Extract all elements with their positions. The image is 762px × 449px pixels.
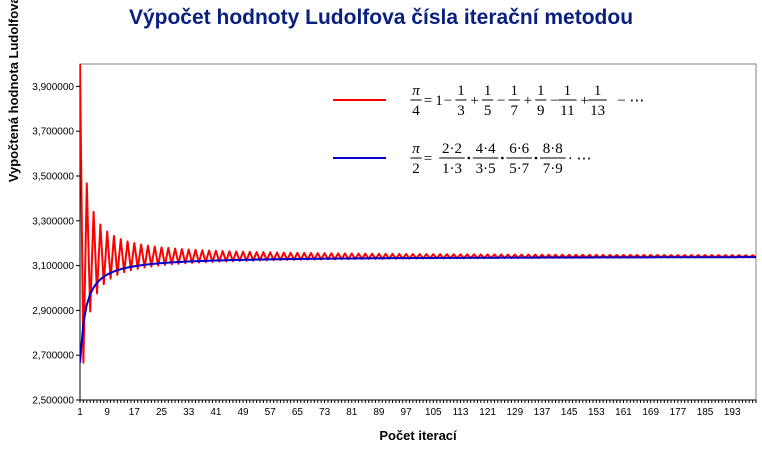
x-tick-label: 177 (670, 407, 687, 418)
x-axis: 1 9 17 25 33 41 49 57 65 73 81 89 97 105 113 121 129 137 1… (77, 399, 757, 418)
x-tick-label: 193 (724, 407, 741, 418)
series-layer (80, 64, 756, 364)
formula-dot (501, 156, 504, 160)
legend-formula-1: π4= 1 −13+15−17+19−111+113− ⋯ (410, 83, 644, 119)
formula-equals: = (424, 151, 432, 167)
fraction-denominator: 5·7 (509, 161, 529, 177)
y-tick-label: 3,700000 (32, 127, 74, 138)
fraction-numerator: 4·4 (476, 141, 496, 157)
x-tick-label: 121 (479, 407, 496, 418)
formula-operator: + (580, 93, 588, 109)
formula-term: 111 (558, 83, 577, 119)
formula-factor: 8·87·9 (540, 141, 566, 177)
formula-term: 15 (482, 83, 494, 119)
legend-entry-2: π2=2·21·34·43·56·65·78·87·9· ⋯ (333, 141, 591, 177)
x-tick-label: 169 (642, 407, 659, 418)
x-tick-label: 25 (156, 407, 168, 418)
fraction-denominator: 13 (590, 103, 605, 119)
fraction-denominator: 3·5 (476, 161, 496, 177)
chart-title: Výpočet hodnoty Ludolfova čísla iterační… (128, 6, 634, 29)
x-tick-label: 81 (346, 407, 358, 418)
y-tick-label: 3,500000 (32, 172, 74, 183)
formula-operator: − (497, 93, 505, 109)
formula-operator: + (524, 93, 532, 109)
formula-operator: + (470, 93, 478, 109)
fraction-denominator: 7 (510, 103, 518, 119)
formula-tail: · ⋯ (568, 151, 592, 167)
x-tick-label: 137 (534, 407, 551, 418)
fraction-denominator: 9 (537, 103, 545, 119)
x-tick-label: 49 (237, 407, 249, 418)
series-line-2 (80, 256, 756, 363)
y-tick-label: 2,900000 (32, 306, 74, 317)
x-tick-label: 145 (561, 407, 578, 418)
y-tick-label: 3,100000 (32, 261, 74, 272)
formula-lhs: π4 (410, 83, 422, 119)
fraction-denominator: 11 (560, 103, 574, 119)
formula-equals: = (424, 93, 432, 109)
x-axis-title: Počet iterací (379, 428, 457, 443)
fraction-numerator: 1 (484, 83, 492, 99)
x-tick-label: 41 (210, 407, 222, 418)
x-tick-label: 153 (588, 407, 605, 418)
x-tick-label: 73 (319, 407, 331, 418)
plot-area (79, 63, 757, 401)
formula-operator: − (444, 93, 452, 109)
fraction-numerator: 1 (510, 83, 518, 99)
fraction-numerator: 8·8 (543, 141, 563, 157)
fraction-denominator: 1·3 (442, 161, 462, 177)
y-tick-label: 3,300000 (32, 216, 74, 227)
formula-term: 17 (508, 83, 520, 119)
legend-formula-2: π2=2·21·34·43·56·65·78·87·9· ⋯ (410, 141, 591, 177)
formula-factor: 4·43·5 (472, 141, 499, 177)
fraction-numerator: π (412, 83, 420, 99)
x-tick-label: 105 (425, 407, 442, 418)
x-tick-label: 57 (265, 407, 277, 418)
y-axis: 2,500000 2,700000 2,900000 3,100000 3,300000… (32, 64, 81, 407)
x-tick-label: 1 (77, 407, 83, 418)
y-tick-label: 3,900000 (32, 82, 74, 93)
x-tick-label: 17 (129, 407, 141, 418)
fraction-denominator: 4 (412, 103, 420, 119)
legend-entry-1: π4= 1 −13+15−17+19−111+113− ⋯ (333, 83, 644, 119)
fraction-numerator: 1 (457, 83, 465, 99)
x-tick-label: 97 (401, 407, 413, 418)
formula-term: 113 (588, 83, 607, 119)
fraction-denominator: 5 (484, 103, 492, 119)
y-tick-label: 2,700000 (32, 351, 74, 362)
formula-one: 1 (435, 93, 443, 109)
fraction-numerator: 1 (564, 83, 572, 99)
x-tick-label: 129 (506, 407, 523, 418)
x-tick-label: 33 (183, 407, 195, 418)
fraction-numerator: 2·2 (442, 141, 462, 157)
formula-lhs: π2 (410, 141, 422, 177)
formula-term: 13 (455, 83, 467, 119)
x-tick-label: 9 (104, 407, 110, 418)
formula-dot (534, 156, 538, 160)
x-tick-label: 89 (373, 407, 385, 418)
fraction-denominator: 7·9 (543, 161, 563, 177)
y-tick-label: 2,500000 (32, 396, 74, 407)
fraction-denominator: 2 (412, 161, 420, 177)
formula-operator: − (550, 93, 558, 109)
formula-factor: 6·65·7 (506, 141, 532, 177)
fraction-numerator: 1 (537, 83, 545, 99)
formula-factor: 2·21·3 (439, 141, 465, 177)
fraction-numerator: 1 (594, 83, 602, 99)
fraction-denominator: 3 (457, 103, 465, 119)
x-tick-label: 161 (615, 407, 632, 418)
formula-tail: − ⋯ (617, 93, 644, 109)
fraction-numerator: 6·6 (509, 141, 529, 157)
legend: π4= 1 −13+15−17+19−111+113− ⋯π2=2·21·34·43… (333, 83, 644, 177)
x-tick-label: 185 (697, 407, 714, 418)
fraction-numerator: π (412, 141, 420, 157)
formula-dot (467, 156, 471, 160)
x-tick-label: 113 (452, 407, 468, 418)
formula-term: 19 (535, 83, 547, 119)
x-tick-label: 65 (292, 407, 304, 418)
